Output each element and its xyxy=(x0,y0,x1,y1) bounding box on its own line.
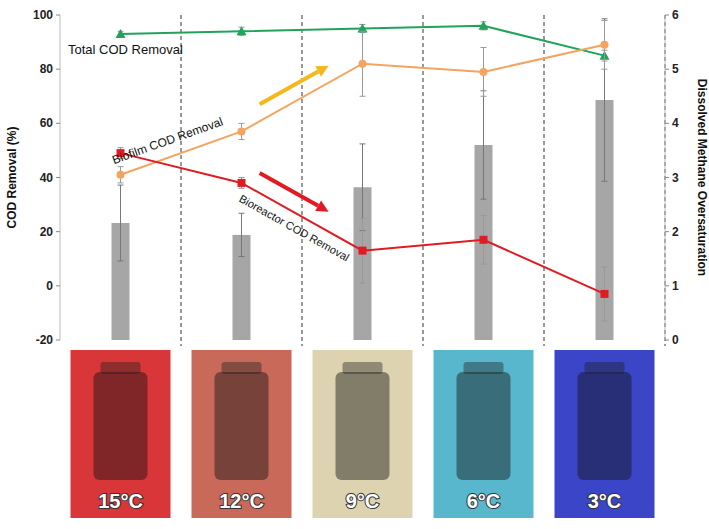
plot-area xyxy=(112,19,614,340)
error-bar xyxy=(360,31,366,96)
y2-tick-label: 2 xyxy=(672,225,679,239)
line xyxy=(121,153,605,294)
category-label: 3°C xyxy=(588,490,622,512)
marker xyxy=(480,68,488,76)
y2-tick xyxy=(665,123,669,124)
series-label: Total COD Removal xyxy=(68,42,183,57)
y2-tick xyxy=(665,285,669,286)
marker xyxy=(601,41,609,49)
separator xyxy=(302,15,303,346)
category-panel xyxy=(192,350,292,518)
y2-tick-label: 3 xyxy=(672,171,679,185)
y2-tick xyxy=(665,15,669,16)
y2-tick xyxy=(665,177,669,178)
error-bar xyxy=(481,48,487,97)
marker xyxy=(237,26,247,35)
separator xyxy=(544,15,545,346)
error-bar xyxy=(239,178,245,189)
reactor-lid xyxy=(343,362,383,374)
arrow-head xyxy=(315,66,328,77)
y-tick xyxy=(56,285,60,286)
marker xyxy=(480,236,488,244)
arrow-head xyxy=(315,201,328,212)
marker xyxy=(601,290,609,298)
y2-tick-label: 0 xyxy=(672,333,679,347)
marker xyxy=(116,29,126,38)
reactor-shape xyxy=(457,372,511,480)
y-tick xyxy=(56,69,60,70)
category-label: 15°C xyxy=(98,490,143,512)
error-bar xyxy=(602,267,608,321)
y-axis-title: COD Removal (%) xyxy=(5,126,19,228)
separator xyxy=(423,15,424,346)
category-panel xyxy=(71,350,171,518)
error-bar xyxy=(239,213,245,256)
category-label: 6°C xyxy=(467,490,501,512)
arrow xyxy=(260,173,318,206)
marker xyxy=(359,60,367,68)
y2-tick xyxy=(665,340,669,341)
y-tick-label: 0 xyxy=(46,279,53,293)
y2-tick xyxy=(665,231,669,232)
y-tick-label: 40 xyxy=(40,171,54,185)
marker xyxy=(238,179,246,187)
reactor-lid xyxy=(585,362,625,374)
marker xyxy=(479,21,489,30)
reactor-shape xyxy=(578,372,632,480)
reactor-lid xyxy=(222,362,262,374)
y2-axis-title: Dissolved Methane Oversaturation xyxy=(695,79,709,276)
y-tick-label: 60 xyxy=(40,116,54,130)
reactor-shape xyxy=(94,372,148,480)
marker xyxy=(117,171,125,179)
y-tick-label: 100 xyxy=(33,8,53,22)
category-label: 9°C xyxy=(346,490,380,512)
error-bar xyxy=(481,215,487,264)
category-panel xyxy=(434,350,534,518)
separator xyxy=(181,15,182,346)
series-label: Bioreactor COD Removal xyxy=(237,192,351,263)
y-tick-label: 80 xyxy=(40,62,54,76)
series-label: Biofilm COD Removal xyxy=(110,114,225,167)
chart: -20 0 20 40 60 80 100 0 1 2 3 4 5 6 COD Removal (%) Dis… xyxy=(0,0,709,529)
reactor-shape xyxy=(336,372,390,480)
error-bar xyxy=(239,123,245,139)
y2-tick-label: 4 xyxy=(672,116,679,130)
error-bar xyxy=(602,20,608,69)
error-bar xyxy=(360,144,366,231)
error-bar xyxy=(481,91,487,199)
separator xyxy=(665,15,666,346)
reactor-lid xyxy=(101,362,141,374)
error-bar xyxy=(602,19,608,182)
y2-tick xyxy=(665,69,669,70)
reactor-lid xyxy=(464,362,504,374)
y-tick xyxy=(56,340,60,341)
error-bar xyxy=(118,167,124,183)
marker xyxy=(238,127,246,135)
y-tick-label: -20 xyxy=(36,333,54,347)
y-tick-label: 20 xyxy=(40,225,54,239)
category-label: 12°C xyxy=(219,490,264,512)
category-panel xyxy=(313,350,413,518)
y2-tick-label: 5 xyxy=(672,62,679,76)
marker xyxy=(359,247,367,255)
y2-tick-label: 1 xyxy=(672,279,679,293)
arrow xyxy=(260,72,318,105)
error-bar xyxy=(360,218,366,283)
y-tick xyxy=(56,177,60,178)
y-tick xyxy=(56,123,60,124)
error-bar xyxy=(118,185,124,261)
y-tick xyxy=(56,15,60,16)
category-panel xyxy=(555,350,655,518)
y-tick xyxy=(56,231,60,232)
reactor-shape xyxy=(215,372,269,480)
y2-tick-label: 6 xyxy=(672,8,679,22)
line xyxy=(121,45,605,175)
